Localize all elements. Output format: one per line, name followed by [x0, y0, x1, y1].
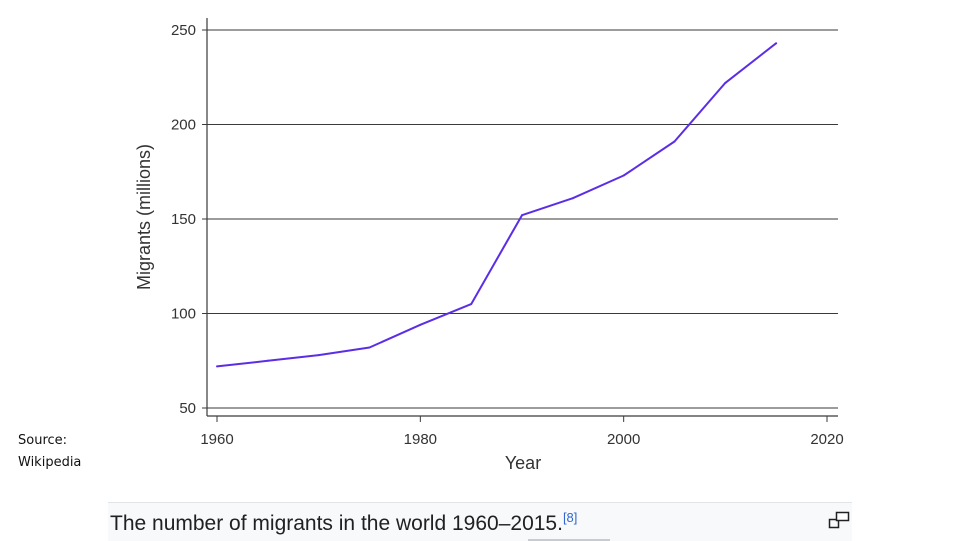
- x-tick-label-2020: 2020: [810, 431, 843, 448]
- data-point-2000: [622, 174, 625, 177]
- y-tick-label-150: 150: [171, 211, 196, 228]
- y-axis-ticks: 50 100 150 200 250: [171, 22, 207, 417]
- data-point-2015: [775, 42, 778, 45]
- caption-label: The number of migrants in the world 1960…: [110, 512, 563, 535]
- axes: [206, 18, 838, 417]
- source-note: Source: Wikipedia: [18, 433, 82, 470]
- citation-link[interactable]: [8]: [562, 510, 578, 525]
- migrants-line-chart: 50 100 150 200 250 1960 1980 2000 2020 Year Mig…: [134, 18, 844, 473]
- figure-caption: The number of migrants in the world 1960…: [108, 502, 852, 541]
- data-point-2005: [673, 140, 676, 143]
- x-tick-label-2000: 2000: [607, 431, 640, 448]
- y-tick-label-50: 50: [179, 400, 196, 417]
- y-tick-label-100: 100: [171, 306, 196, 323]
- grid-lines: [207, 29, 838, 409]
- data-point-1965: [266, 359, 269, 362]
- x-tick-label-1980: 1980: [404, 431, 437, 448]
- data-point-2010: [724, 81, 727, 84]
- x-tick-label-1960: 1960: [200, 431, 233, 448]
- data-point-1960: [216, 365, 218, 368]
- data-point-1975: [368, 346, 371, 349]
- x-axis-ticks: 1960 1980 2000 2020: [200, 416, 844, 448]
- data-point-1970: [317, 354, 320, 357]
- data-series: [216, 42, 778, 368]
- y-axis-label: Migrants (millions): [134, 144, 154, 290]
- y-tick-label-250: 250: [171, 22, 196, 39]
- data-point-1995: [571, 197, 574, 200]
- series-line-0: [216, 42, 777, 368]
- data-point-1990: [521, 214, 523, 217]
- x-axis-label: Year: [505, 453, 541, 473]
- caption-text: The number of migrants in the world 1960…: [110, 510, 577, 536]
- data-point-1985: [470, 303, 473, 306]
- y-tick-label-200: 200: [171, 117, 196, 134]
- enlarge-icon[interactable]: [828, 511, 850, 529]
- data-point-1980: [419, 323, 422, 326]
